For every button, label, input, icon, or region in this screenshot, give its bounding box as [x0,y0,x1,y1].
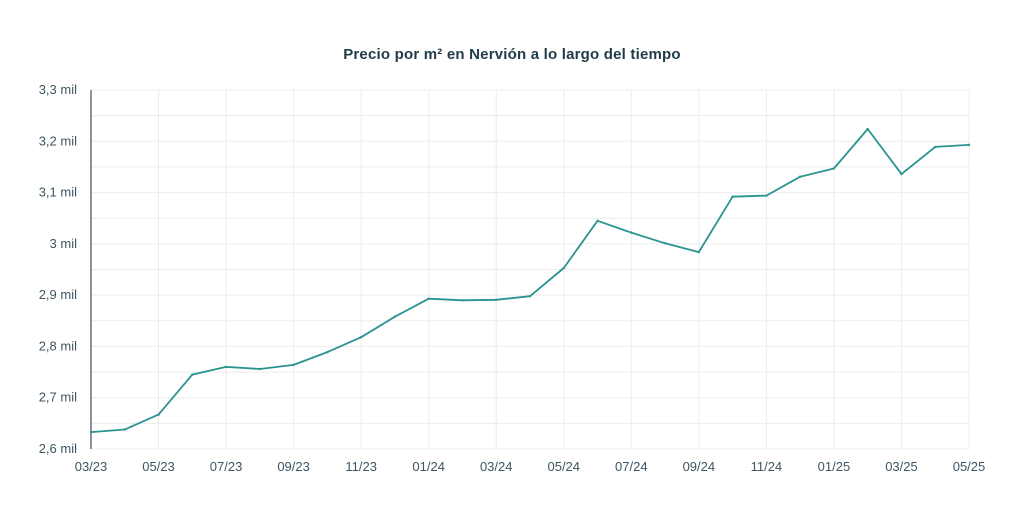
y-tick-label: 3,2 mil [39,133,77,148]
x-tick-label: 07/23 [210,459,243,474]
x-tick-label: 07/24 [615,459,648,474]
data-point [630,231,633,234]
data-point [359,335,363,339]
y-tick-label: 2,9 mil [39,287,77,302]
data-point [596,219,599,222]
x-tick-label: 03/24 [480,459,513,474]
x-tick-label: 03/25 [885,459,918,474]
data-point [495,298,498,301]
data-point [326,350,329,354]
y-tick-label: 2,7 mil [39,390,77,405]
chart-title: Precio por m² en Nervión a lo largo del … [343,46,681,63]
data-point [765,194,768,197]
x-tick-label: 11/23 [345,459,377,474]
x-tick-label: 05/24 [547,459,580,474]
data-point [157,413,160,416]
data-point [934,145,937,149]
y-tick-label: 3,3 mil [39,82,77,97]
data-point [461,299,464,302]
data-point [866,127,869,131]
x-tick-label: 09/24 [683,459,716,474]
grid [90,89,970,450]
data-point [697,250,701,254]
data-point [427,297,430,300]
y-tick-label: 2,6 mil [39,441,77,456]
data-point [224,365,228,369]
data-point [900,172,903,176]
x-tick-label: 09/23 [277,459,310,474]
data-point [528,294,532,298]
x-tick-label: 01/24 [412,459,445,474]
data-point [731,195,734,198]
series-line [90,128,970,434]
data-point [258,367,262,371]
x-axis-ticks: 03/23 05/23 07/23 09/23 11/23 01/24 03/24 05/24… [75,459,986,474]
data-point [798,175,802,178]
series-layer [89,127,971,434]
x-tick-label: 05/25 [953,459,986,474]
data-point [663,242,667,245]
data-point [89,430,93,434]
x-tick-label: 11/24 [751,459,783,474]
data-point [393,315,397,318]
data-point [292,363,295,367]
data-point [123,428,126,431]
data-point [562,266,565,270]
x-tick-label: 01/25 [818,459,851,474]
y-tick-label: 3,1 mil [39,185,77,200]
data-point [832,167,836,170]
y-axis-ticks: 2,6 mil 2,7 mil 2,8 mil 2,9 mil 3 mil 3,1 mil… [39,82,77,456]
y-tick-label: 3 mil [50,236,78,251]
x-tick-label: 05/23 [142,459,175,474]
data-point [191,373,194,376]
y-tick-label: 2,8 mil [39,338,77,353]
x-tick-label: 03/23 [75,459,108,474]
data-point [967,143,971,147]
